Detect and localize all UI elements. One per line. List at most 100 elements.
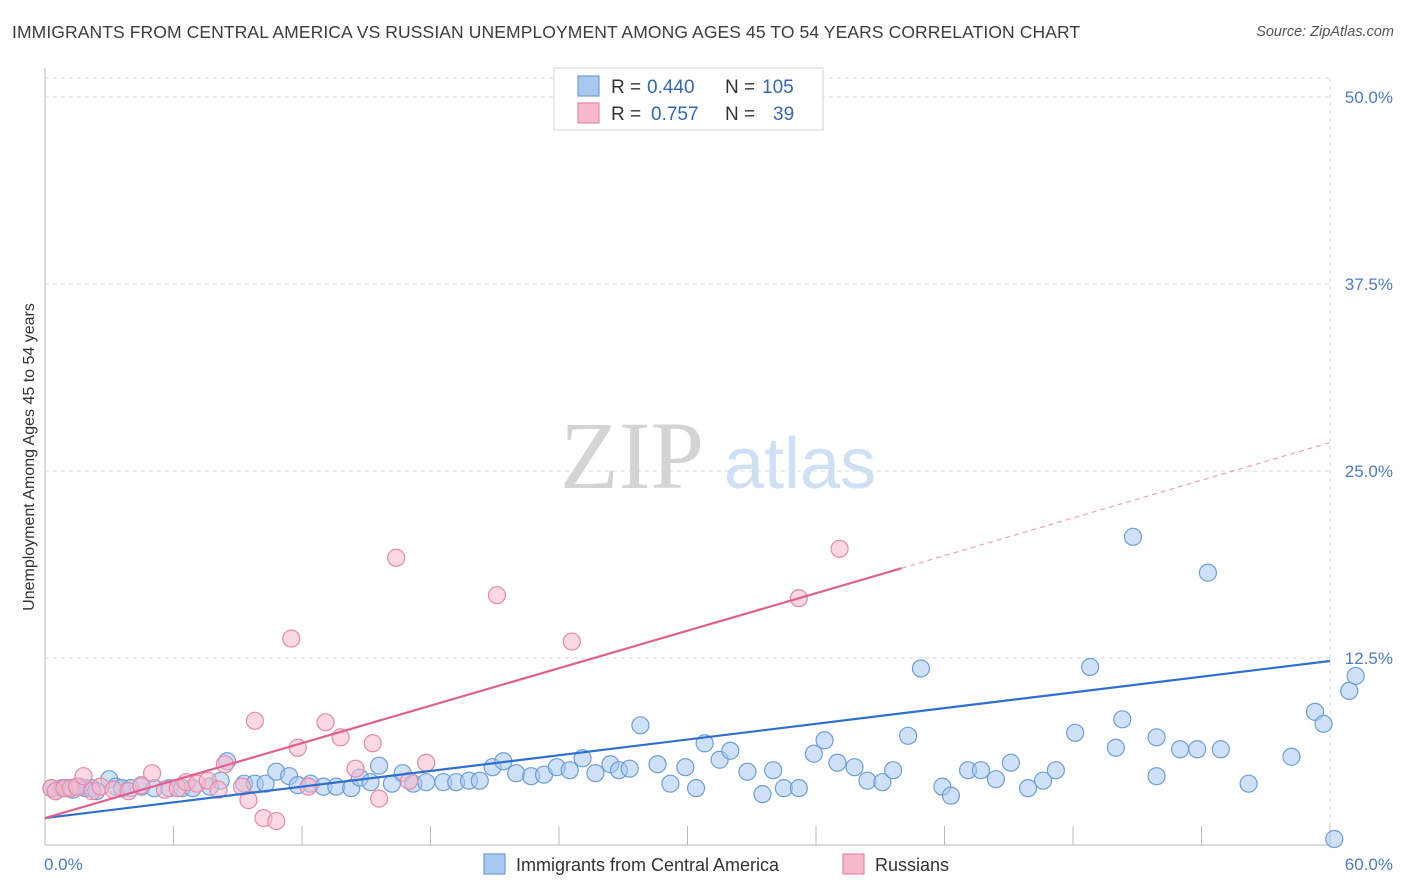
bottom-legend-swatch-pink: [842, 853, 865, 875]
x-tick-label-1: 60.0%: [1345, 855, 1393, 874]
point-blue-48: [560, 761, 579, 780]
point-blue-70: [845, 758, 864, 777]
point-blue-102: [1346, 666, 1365, 686]
tick-labels: 12.5% 25.0% 37.5% 50.0% 0.0% 60.0%: [44, 88, 1393, 874]
point-blue-87: [1106, 738, 1125, 757]
point-pink-30: [363, 734, 382, 753]
point-blue-54: [631, 716, 650, 735]
y-tick-label-1: 25.0%: [1345, 462, 1393, 481]
point-blue-41: [470, 771, 489, 790]
point-pink-27: [316, 713, 335, 732]
y-tick-label-0: 12.5%: [1345, 649, 1393, 668]
point-blue-79: [971, 761, 991, 780]
watermark-atlas: atlas: [724, 424, 876, 504]
point-pink-32: [387, 548, 406, 567]
trend-line-blue: [44, 659, 1331, 820]
point-blue-97: [1282, 747, 1301, 766]
point-blue-50: [586, 764, 605, 783]
point-blue-80: [986, 770, 1006, 789]
point-blue-61: [721, 741, 740, 760]
point-blue-75: [911, 659, 931, 678]
legend-n-value-pink: 39: [773, 104, 794, 125]
point-blue-73: [883, 761, 903, 780]
point-blue-33: [370, 756, 389, 775]
point-blue-91: [1147, 767, 1166, 786]
point-pink-38: [830, 539, 849, 558]
point-blue-99: [1314, 714, 1333, 733]
point-blue-32: [361, 773, 380, 792]
point-pink-36: [562, 632, 581, 651]
point-pink-29: [346, 759, 365, 778]
point-pink-21: [245, 711, 264, 730]
legend-n-label-blue: N =: [725, 77, 755, 98]
point-pink-31: [370, 789, 389, 808]
point-blue-77: [941, 786, 961, 805]
watermark-zip: ZIP: [560, 402, 704, 509]
point-blue-92: [1170, 740, 1190, 759]
legend-n-value-blue: 105: [762, 77, 794, 98]
series-legend: Immigrants from Central America Russians: [483, 853, 949, 875]
bottom-legend-swatch-blue: [483, 853, 506, 875]
point-pink-23: [267, 811, 286, 831]
point-blue-93: [1188, 740, 1207, 759]
point-pink-24: [282, 629, 301, 648]
point-blue-44: [507, 764, 526, 783]
trend-line-pink-extrapolated: [901, 442, 1331, 569]
chart-title: IMMIGRANTS FROM CENTRAL AMERICA VS RUSSI…: [12, 22, 1081, 42]
point-blue-37: [417, 773, 436, 792]
bottom-legend-label-blue: Immigrants from Central America: [516, 855, 780, 875]
legend-r-label-pink: R =: [611, 104, 641, 125]
point-pink-20: [239, 791, 258, 810]
point-blue-96: [1239, 774, 1258, 793]
point-blue-71: [858, 771, 877, 790]
point-blue-63: [753, 785, 772, 804]
point-blue-101: [1340, 681, 1359, 701]
legend-r-value-pink: 0.757: [651, 104, 699, 125]
trend-line-pink: [44, 567, 902, 820]
point-blue-66: [789, 779, 808, 798]
point-blue-83: [1033, 771, 1053, 790]
point-pink-34: [417, 753, 436, 772]
axes: [44, 68, 1331, 846]
point-pink-33: [399, 771, 419, 790]
point-blue-64: [764, 761, 783, 780]
point-blue-57: [676, 758, 695, 777]
point-blue-90: [1147, 728, 1166, 747]
legend-r-label-blue: R =: [611, 77, 641, 98]
point-blue-86: [1081, 657, 1100, 677]
series-immigrants-central-america: [42, 527, 1365, 849]
legend-r-value-blue: 0.440: [647, 77, 695, 98]
point-blue-68: [815, 731, 834, 750]
point-blue-74: [898, 726, 918, 745]
y-tick-label-2: 37.5%: [1345, 275, 1393, 294]
point-blue-85: [1066, 723, 1085, 742]
point-blue-55: [648, 755, 667, 774]
point-blue-94: [1198, 563, 1218, 582]
point-blue-82: [1018, 779, 1038, 798]
point-blue-100: [1325, 829, 1344, 849]
legend-swatch-pink: [577, 102, 600, 124]
y-axis-label: Unemployment Among Ages 45 to 54 years: [21, 303, 38, 611]
trend-lines: [44, 442, 1331, 820]
point-blue-58: [686, 779, 706, 798]
point-pink-17: [209, 780, 228, 799]
point-blue-89: [1123, 527, 1143, 546]
point-blue-69: [828, 753, 847, 772]
x-tick-label-0: 0.0%: [44, 855, 83, 874]
source-label: Source: ZipAtlas.com: [1256, 24, 1394, 40]
point-blue-53: [620, 759, 639, 778]
point-blue-88: [1113, 710, 1132, 729]
legend-swatch-blue: [577, 75, 600, 97]
correlation-legend: R = 0.440 N = 105 R = 0.757 N = 39: [553, 67, 824, 131]
y-tick-label-3: 50.0%: [1345, 88, 1393, 107]
point-blue-81: [1001, 753, 1020, 772]
legend-n-label-pink: N =: [725, 104, 755, 125]
point-pink-35: [487, 586, 506, 605]
point-blue-95: [1211, 740, 1230, 759]
point-blue-62: [738, 762, 757, 781]
watermark: ZIP atlas: [560, 402, 876, 509]
point-blue-56: [661, 774, 680, 793]
bottom-legend-label-pink: Russians: [875, 855, 949, 875]
point-pink-5: [74, 767, 93, 786]
